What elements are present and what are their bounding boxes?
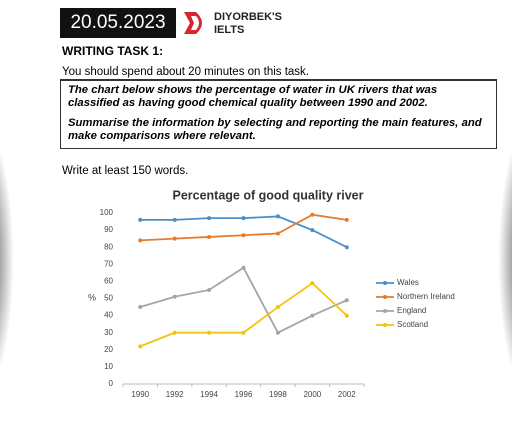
point: [207, 287, 212, 292]
point: [138, 305, 143, 310]
rule: [60, 79, 497, 80]
point: [275, 330, 280, 335]
prompt-box: The chart below shows the percentage of …: [60, 80, 497, 149]
point: [310, 281, 315, 286]
y-tick-label: 100: [100, 208, 114, 217]
time-note: You should spend about 20 minutes on thi…: [62, 66, 309, 78]
point: [344, 298, 349, 303]
point: [310, 212, 315, 217]
logo: [184, 12, 202, 34]
y-tick-label: 90: [104, 225, 113, 234]
point: [207, 216, 212, 221]
series-line: [139, 266, 348, 334]
point: [241, 216, 246, 221]
point: [344, 245, 349, 250]
legend-marker: [383, 309, 387, 313]
y-axis-label: %: [88, 292, 96, 302]
legend-marker: [383, 323, 387, 327]
date-badge: 20.05.2023: [60, 8, 176, 38]
point: [138, 217, 143, 222]
point: [172, 217, 177, 222]
brand-line: IELTS: [214, 24, 245, 36]
legend-label: Wales: [397, 278, 419, 287]
x-tick-label: 1990: [131, 390, 149, 399]
x-tick-label: 2002: [338, 390, 356, 399]
point: [344, 313, 349, 318]
y-tick-label: 20: [104, 345, 113, 354]
brand: DIYORBEK'S IELTS: [214, 11, 282, 37]
legend-marker: [383, 295, 387, 299]
x-tick-label: 1992: [166, 390, 184, 399]
brand-line: DIYORBEK'S: [214, 11, 283, 23]
y-tick-label: 40: [104, 311, 113, 320]
y-tick-label: 70: [104, 259, 113, 268]
point: [207, 330, 212, 335]
point: [172, 236, 177, 241]
x-tick-label: 1994: [200, 390, 218, 399]
y-tick-label: 60: [104, 277, 113, 286]
point: [172, 330, 177, 335]
edge-shadow: [498, 120, 512, 400]
series-line: [140, 215, 348, 249]
point: [138, 238, 143, 243]
point: [275, 305, 280, 310]
prompt: Summarise the information by selecting a…: [68, 117, 482, 142]
edge-shadow: [0, 120, 14, 400]
legend-marker: [383, 281, 387, 285]
chart-title: Percentage of good quality river: [172, 188, 363, 202]
chart: Percentage of good quality river % 0 10 20…: [88, 188, 455, 399]
point: [275, 231, 280, 236]
point: [172, 294, 177, 299]
point: [275, 214, 280, 219]
legend-label: Northern Ireland: [397, 292, 455, 301]
prompt: The chart below shows the percentage of …: [68, 84, 438, 109]
point: [241, 233, 246, 238]
word-limit: Write at least 150 words.: [62, 165, 189, 177]
y-tick-label: 50: [104, 294, 113, 303]
y-tick-label: 80: [104, 242, 113, 251]
point: [207, 234, 212, 239]
y-tick-label: 0: [109, 379, 114, 388]
x-tick-label: 1998: [269, 390, 287, 399]
point: [241, 265, 246, 270]
legend-label: England: [397, 306, 426, 315]
y-tick-label: 30: [104, 328, 113, 337]
y-tick-label: 10: [104, 362, 113, 371]
point: [310, 228, 315, 233]
x-tick-label: 1996: [235, 390, 253, 399]
point: [310, 313, 315, 318]
point: [138, 344, 143, 349]
point: [241, 330, 246, 335]
task-heading: WRITING TASK 1:: [62, 44, 164, 58]
x-tick-label: 2000: [303, 390, 321, 399]
legend-label: Scotland: [397, 320, 428, 329]
point: [344, 217, 349, 222]
